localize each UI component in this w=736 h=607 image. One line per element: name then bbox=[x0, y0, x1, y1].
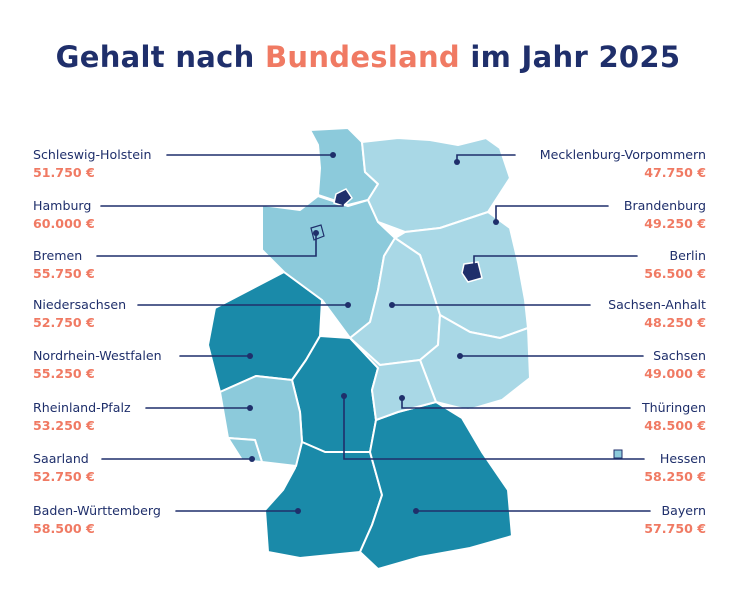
region-bayern bbox=[359, 401, 513, 570]
state-salary: 53.250 € bbox=[33, 418, 95, 433]
dot-baden-wuerttemberg bbox=[295, 508, 301, 514]
leader-berlin bbox=[473, 255, 638, 273]
state-salary: 55.750 € bbox=[33, 266, 95, 281]
dot-bremen bbox=[313, 230, 319, 236]
dot-sachsen bbox=[457, 353, 463, 359]
state-salary: 51.750 € bbox=[33, 165, 95, 180]
state-salary: 49.000 € bbox=[644, 366, 706, 381]
state-salary: 52.750 € bbox=[33, 469, 95, 484]
state-name: Schleswig-Holstein bbox=[33, 147, 152, 162]
region-rheinland-pfalz bbox=[219, 375, 303, 467]
label-hamburg: Hamburg 60.000 € bbox=[33, 197, 95, 233]
state-name: Sachsen bbox=[653, 348, 706, 363]
region-thueringen bbox=[349, 337, 437, 421]
region-sachsen bbox=[419, 314, 531, 411]
dot-schleswig-holstein bbox=[330, 152, 336, 158]
label-bayern: Bayern 57.750 € bbox=[644, 502, 706, 538]
label-sachsen: Sachsen 49.000 € bbox=[644, 347, 706, 383]
state-salary: 52.750 € bbox=[33, 315, 95, 330]
state-salary: 60.000 € bbox=[33, 216, 95, 231]
state-salary: 57.750 € bbox=[644, 521, 706, 536]
state-salary: 58.250 € bbox=[644, 469, 706, 484]
state-name: Bremen bbox=[33, 248, 83, 263]
label-brandenburg: Brandenburg 49.250 € bbox=[624, 197, 706, 233]
dot-nordrhein-westfalen bbox=[247, 353, 253, 359]
hessen-legend-marker bbox=[613, 449, 623, 459]
leader-brandenburg bbox=[495, 205, 609, 223]
leader-bremen bbox=[96, 232, 317, 257]
region-saarland bbox=[227, 437, 263, 463]
state-salary: 56.500 € bbox=[644, 266, 706, 281]
title-highlight: Bundesland bbox=[264, 40, 460, 74]
label-rheinland-pfalz: Rheinland-Pfalz 53.250 € bbox=[33, 399, 131, 435]
title-part-2: im Jahr 2025 bbox=[459, 40, 681, 74]
dot-hamburg bbox=[340, 195, 346, 201]
label-bremen: Bremen 55.750 € bbox=[33, 247, 95, 283]
label-baden-wuerttemberg: Baden-Württemberg 58.500 € bbox=[33, 502, 161, 538]
state-name: Bayern bbox=[661, 503, 707, 518]
dot-rheinland-pfalz bbox=[247, 405, 253, 411]
state-name: Baden-Württemberg bbox=[33, 503, 161, 518]
dot-sachsen-anhalt bbox=[389, 302, 395, 308]
label-thueringen: Thüringen 48.500 € bbox=[642, 399, 706, 435]
label-niedersachsen: Niedersachsen 52.750 € bbox=[33, 296, 126, 332]
label-mecklenburg-vorpommern: Mecklenburg-Vorpommern 47.750 € bbox=[540, 146, 706, 182]
state-name: Sachsen-Anhalt bbox=[608, 297, 706, 312]
leader-thueringen bbox=[401, 397, 631, 409]
state-name: Hessen bbox=[659, 451, 706, 466]
label-berlin: Berlin 56.500 € bbox=[644, 247, 706, 283]
label-schleswig-holstein: Schleswig-Holstein 51.750 € bbox=[33, 146, 151, 182]
title-part-1: Gehalt nach bbox=[55, 40, 265, 74]
leader-hessen bbox=[343, 395, 645, 460]
dot-mecklenburg-vorpommern bbox=[454, 159, 460, 165]
dot-hessen bbox=[341, 393, 347, 399]
label-hessen: Hessen 58.250 € bbox=[644, 450, 706, 486]
state-name: Saarland bbox=[33, 451, 89, 466]
state-name: Rheinland-Pfalz bbox=[33, 400, 131, 415]
dot-niedersachsen bbox=[345, 302, 351, 308]
state-name: Hamburg bbox=[33, 198, 92, 213]
state-salary: 49.250 € bbox=[644, 216, 706, 231]
state-salary: 47.750 € bbox=[644, 165, 706, 180]
state-name: Thüringen bbox=[641, 400, 706, 415]
dot-bayern bbox=[413, 508, 419, 514]
state-name: Brandenburg bbox=[623, 198, 706, 213]
label-sachsen-anhalt: Sachsen-Anhalt 48.250 € bbox=[608, 296, 706, 332]
dot-berlin bbox=[471, 269, 477, 275]
label-saarland: Saarland 52.750 € bbox=[33, 450, 95, 486]
state-salary: 48.250 € bbox=[644, 315, 706, 330]
state-name: Berlin bbox=[669, 248, 706, 263]
dot-brandenburg bbox=[493, 219, 499, 225]
state-name: Niedersachsen bbox=[33, 297, 127, 312]
dot-thueringen bbox=[399, 395, 405, 401]
label-nordrhein-westfalen: Nordrhein-Westfalen 55.250 € bbox=[33, 347, 162, 383]
state-salary: 55.250 € bbox=[33, 366, 95, 381]
dot-saarland bbox=[249, 456, 255, 462]
state-name: Nordrhein-Westfalen bbox=[33, 348, 162, 363]
state-name: Mecklenburg-Vorpommern bbox=[539, 147, 706, 162]
state-salary: 58.500 € bbox=[33, 521, 95, 536]
page-title: Gehalt nach Bundesland im Jahr 2025 bbox=[0, 40, 736, 74]
state-salary: 48.500 € bbox=[644, 418, 706, 433]
